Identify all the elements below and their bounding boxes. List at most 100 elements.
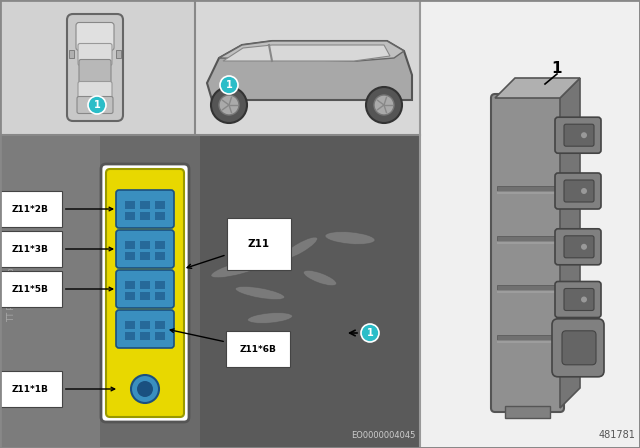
FancyBboxPatch shape [555,173,601,209]
Text: 1: 1 [93,100,100,110]
Text: Z11*5B: Z11*5B [12,284,113,293]
Circle shape [220,76,238,94]
Bar [140,321,150,329]
Bar [125,292,135,300]
FancyBboxPatch shape [562,331,596,365]
Text: Z11*3B: Z11*3B [12,245,113,254]
Bar [140,332,150,340]
Bar [155,321,165,329]
Text: Z11*2B: Z11*2B [12,204,113,214]
Ellipse shape [325,232,375,244]
Circle shape [219,95,239,115]
Bar [155,281,165,289]
Text: 1: 1 [226,80,232,90]
Text: Z11*6B: Z11*6B [170,329,277,353]
Polygon shape [495,78,580,98]
Bar [200,135,420,448]
Bar [497,335,558,340]
Ellipse shape [282,237,317,259]
Bar [155,252,165,260]
FancyBboxPatch shape [101,164,189,422]
Bar [195,0,420,135]
Polygon shape [219,41,404,61]
Bar [69,49,74,57]
FancyBboxPatch shape [116,190,174,228]
Circle shape [581,132,587,138]
Ellipse shape [236,286,285,300]
Text: TT Power Turbo: TT Power Turbo [8,263,17,321]
Bar [497,290,558,293]
Text: Z11: Z11 [187,239,270,268]
Bar [140,241,150,249]
Bar [497,285,558,290]
Polygon shape [223,45,390,61]
Text: 481781: 481781 [598,430,635,440]
Bar [155,241,165,249]
Text: Z11*1B: Z11*1B [12,384,115,393]
FancyBboxPatch shape [552,319,604,377]
Bar [116,49,121,57]
Circle shape [581,188,587,194]
FancyBboxPatch shape [555,281,601,318]
FancyBboxPatch shape [67,14,123,121]
Bar [155,212,165,220]
FancyBboxPatch shape [116,230,174,268]
FancyBboxPatch shape [76,22,114,51]
Bar [140,201,150,209]
Bar [125,281,135,289]
FancyBboxPatch shape [555,117,601,153]
Text: 1: 1 [552,60,563,76]
FancyBboxPatch shape [564,180,594,202]
Circle shape [581,244,587,250]
FancyBboxPatch shape [116,310,174,348]
Bar [497,191,558,194]
Circle shape [366,87,402,123]
Bar [497,186,558,191]
Bar [0,135,100,448]
Text: EO0000004045: EO0000004045 [351,431,415,440]
Ellipse shape [303,271,337,286]
Bar [140,252,150,260]
Bar [140,212,150,220]
Ellipse shape [211,258,269,278]
Bar [420,0,640,448]
Bar [125,332,135,340]
FancyBboxPatch shape [116,270,174,308]
Ellipse shape [248,313,292,323]
FancyBboxPatch shape [77,96,113,113]
Circle shape [131,375,159,403]
Bar [497,236,558,241]
Bar [155,292,165,300]
Bar [125,321,135,329]
FancyBboxPatch shape [555,229,601,265]
Bar [0,135,420,448]
FancyBboxPatch shape [78,82,112,102]
Bar [140,281,150,289]
Bar [497,340,558,343]
Circle shape [88,96,106,114]
Bar [125,201,135,209]
Circle shape [137,381,153,397]
FancyBboxPatch shape [106,169,184,417]
FancyBboxPatch shape [564,289,594,310]
Bar [0,0,195,135]
Bar [125,252,135,260]
Bar [125,241,135,249]
Circle shape [374,95,394,115]
Circle shape [581,297,587,302]
Bar [125,212,135,220]
Bar [140,292,150,300]
Text: 1: 1 [367,328,373,338]
Circle shape [211,87,247,123]
FancyBboxPatch shape [564,124,594,146]
Polygon shape [207,41,412,100]
Bar [497,241,558,244]
FancyBboxPatch shape [491,94,564,412]
Polygon shape [560,78,580,408]
Circle shape [361,324,379,342]
Bar [155,332,165,340]
FancyBboxPatch shape [564,236,594,258]
FancyBboxPatch shape [79,60,111,83]
FancyBboxPatch shape [78,43,112,65]
Bar [505,406,550,418]
